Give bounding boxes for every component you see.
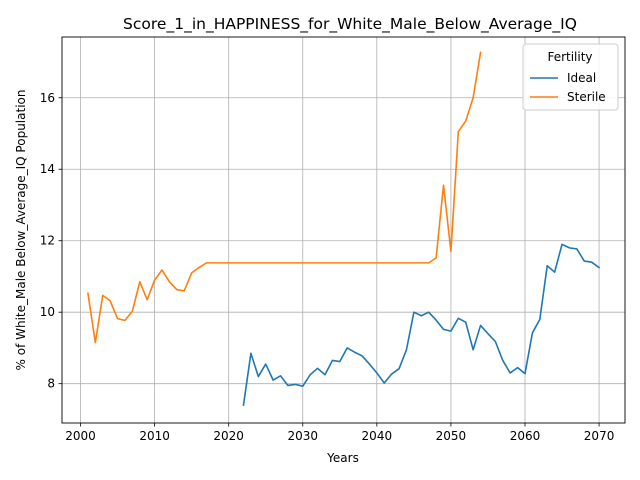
- x-tick-label: 2060: [510, 429, 541, 443]
- x-tick-label: 2000: [65, 429, 96, 443]
- x-tick-label: 2030: [287, 429, 318, 443]
- x-tick-label: 2040: [362, 429, 393, 443]
- x-tick-label: 2050: [436, 429, 467, 443]
- series-line-sterile: [87, 51, 482, 344]
- y-tick-label: 10: [40, 305, 55, 319]
- y-tick-label: 16: [40, 91, 55, 105]
- x-tick-label: 2070: [584, 429, 615, 443]
- y-tick-label: 14: [40, 162, 55, 176]
- chart-title: Score_1_in_HAPPINESS_for_White_Male_Belo…: [123, 15, 577, 34]
- x-tick-label: 2010: [139, 429, 170, 443]
- series-lines: [87, 51, 601, 407]
- y-tick-label: 8: [47, 377, 55, 391]
- y-axis-label: % of White_Male Below_Average_IQ Populat…: [14, 90, 28, 371]
- x-tick-label: 2020: [213, 429, 244, 443]
- series-line-ideal: [242, 243, 601, 407]
- plot-frame: [61, 36, 626, 424]
- legend-title: Fertility: [547, 50, 592, 64]
- legend-label-sterile: Sterile: [567, 90, 606, 104]
- legend-box: [522, 43, 619, 111]
- axis-ticks: 2000 2010 2020 2030 2040 2050 2060 2070 8 10 12 14 1…: [40, 91, 615, 443]
- y-tick-label: 12: [40, 234, 55, 248]
- legend: Fertility Ideal Sterile: [522, 43, 619, 111]
- legend-label-ideal: Ideal: [567, 71, 596, 85]
- x-axis-label: Years: [326, 451, 359, 465]
